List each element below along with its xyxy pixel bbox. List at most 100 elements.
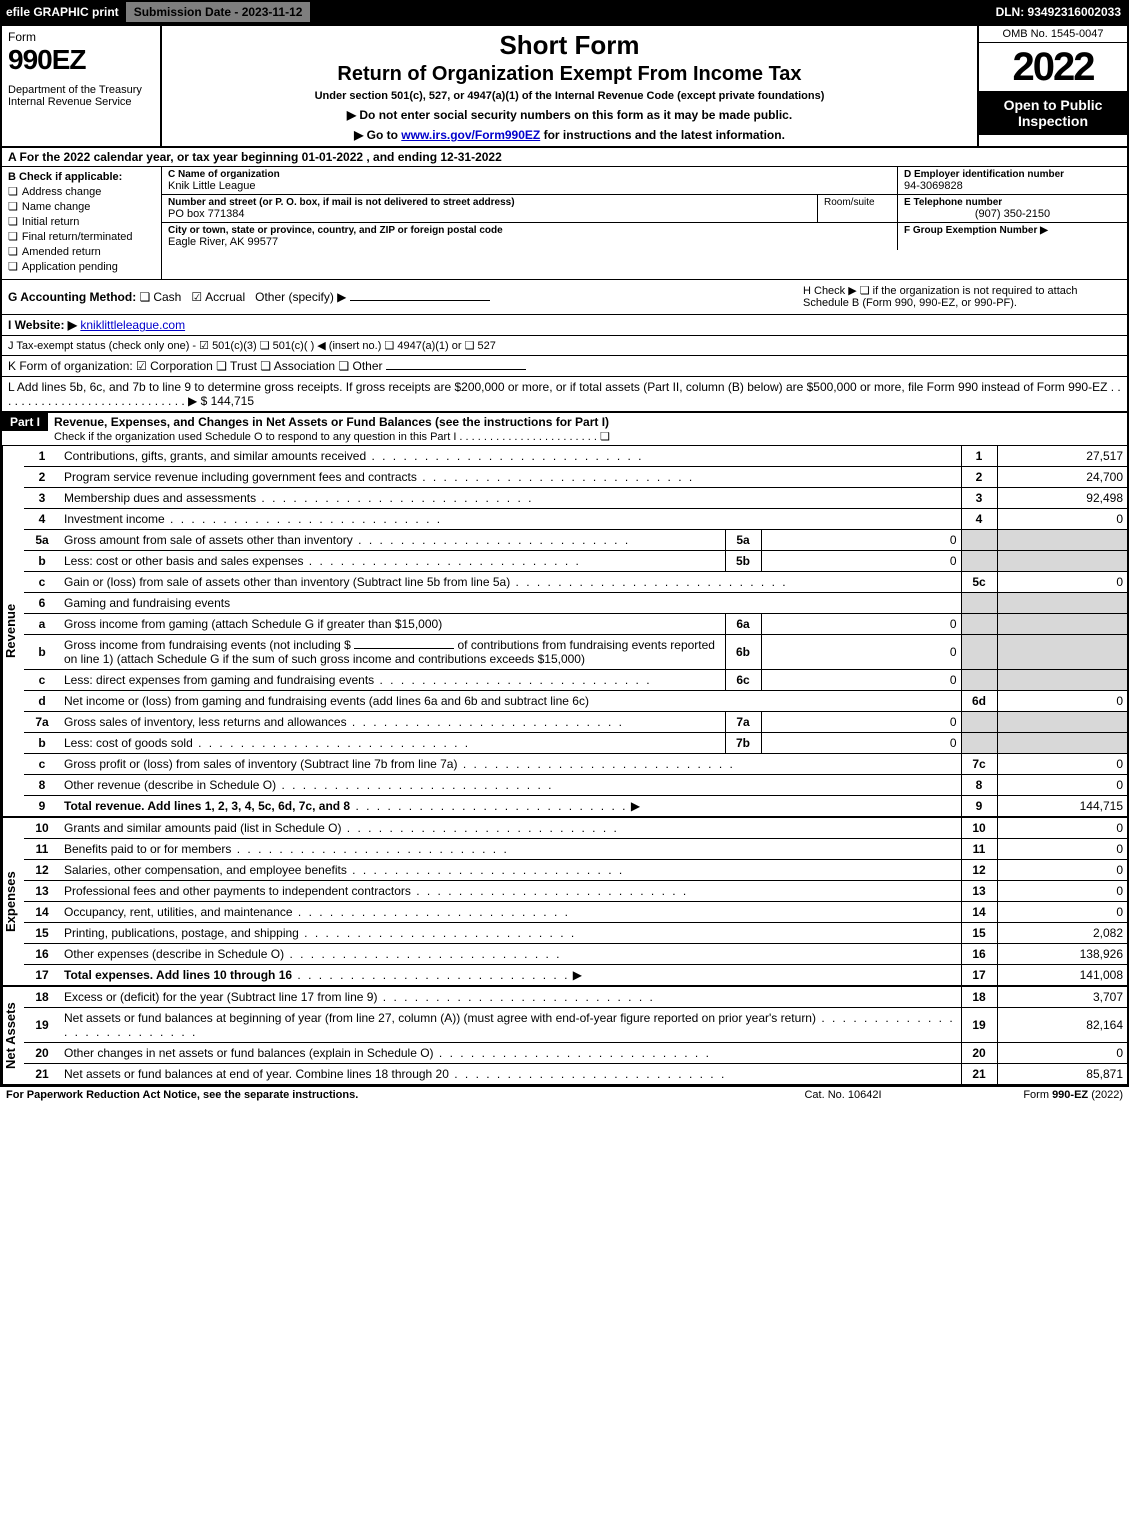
org-name-box: C Name of organization Knik Little Leagu… [162, 167, 897, 194]
line-10: 10 Grants and similar amounts paid (list… [24, 818, 1127, 839]
line-7a: 7a Gross sales of inventory, less return… [24, 712, 1127, 733]
G-accrual[interactable]: Accrual [191, 290, 245, 304]
netassets-table: 18 Excess or (deficit) for the year (Sub… [24, 987, 1127, 1084]
K-org-form: K Form of organization: ☑ Corporation ❏ … [8, 359, 383, 373]
form-container: Form 990EZ Department of the Treasury In… [0, 24, 1129, 1086]
footer-form-pre: Form [1023, 1089, 1052, 1101]
row-K: K Form of organization: ☑ Corporation ❏ … [2, 356, 1127, 377]
line-5c: c Gain or (loss) from sale of assets oth… [24, 572, 1127, 593]
line-11: 11 Benefits paid to or for members 11 0 [24, 839, 1127, 860]
phone-box: E Telephone number (907) 350-2150 [897, 195, 1127, 222]
revenue-section: Revenue 1 Contributions, gifts, grants, … [2, 445, 1127, 816]
row-J: J Tax-exempt status (check only one) - ☑… [2, 336, 1127, 356]
expenses-table: 10 Grants and similar amounts paid (list… [24, 818, 1127, 985]
form-header: Form 990EZ Department of the Treasury In… [2, 26, 1127, 148]
line-9-desc: Total revenue. Add lines 1, 2, 3, 4, 5c,… [64, 799, 350, 813]
website-label: I Website: ▶ [8, 318, 77, 332]
dln-label: DLN: 93492316002033 [988, 5, 1129, 19]
line-1: 1 Contributions, gifts, grants, and simi… [24, 446, 1127, 467]
col-B: B Check if applicable: Address change Na… [2, 167, 162, 279]
form-label: Form [8, 30, 154, 44]
revenue-table: 1 Contributions, gifts, grants, and simi… [24, 446, 1127, 816]
line-14: 14 Occupancy, rent, utilities, and maint… [24, 902, 1127, 923]
ein-box: D Employer identification number 94-3069… [897, 167, 1127, 194]
title-short-form: Short Form [168, 30, 971, 61]
line-12: 12 Salaries, other compensation, and emp… [24, 860, 1127, 881]
org-name: Knik Little League [168, 180, 891, 192]
chk-name-change[interactable]: Name change [8, 200, 155, 213]
ein-value: 94-3069828 [904, 180, 1121, 192]
line-7b: b Less: cost of goods sold 7b 0 [24, 733, 1127, 754]
line-16: 16 Other expenses (describe in Schedule … [24, 944, 1127, 965]
phone-value: (907) 350-2150 [904, 208, 1121, 220]
line-6b: b Gross income from fundraising events (… [24, 635, 1127, 670]
footer-form-post: (2022) [1088, 1089, 1123, 1101]
G-accounting: G Accounting Method: Cash Accrual Other … [2, 280, 797, 314]
part1-title: Revenue, Expenses, and Changes in Net As… [54, 415, 609, 429]
line-4: 4 Investment income 4 0 [24, 509, 1127, 530]
line-6d: d Net income or (loss) from gaming and f… [24, 691, 1127, 712]
phone-label: E Telephone number [904, 197, 1121, 208]
footer-right: Form 990-EZ (2022) [943, 1089, 1123, 1101]
footer-left: For Paperwork Reduction Act Notice, see … [6, 1089, 743, 1101]
department-label: Department of the Treasury Internal Reve… [8, 84, 154, 108]
part1-check: Check if the organization used Schedule … [54, 431, 610, 443]
header-right: OMB No. 1545-0047 2022 Open to Public In… [977, 26, 1127, 146]
omb-number: OMB No. 1545-0047 [979, 26, 1127, 43]
line-18: 18 Excess or (deficit) for the year (Sub… [24, 987, 1127, 1008]
top-bar: efile GRAPHIC print Submission Date - 20… [0, 0, 1129, 24]
line-6b-pre: Gross income from fundraising events (no… [64, 638, 351, 652]
ein-label: D Employer identification number [904, 169, 1121, 180]
irs-link[interactable]: www.irs.gov/Form990EZ [401, 128, 540, 142]
title-section-line: Under section 501(c), 527, or 4947(a)(1)… [168, 90, 971, 102]
city-label: City or town, state or province, country… [168, 225, 891, 236]
line-21: 21 Net assets or fund balances at end of… [24, 1064, 1127, 1085]
chk-application-pending[interactable]: Application pending [8, 260, 155, 273]
line-5b: b Less: cost or other basis and sales ex… [24, 551, 1127, 572]
website-link[interactable]: kniklittleleague.com [80, 318, 185, 332]
addr-box: Number and street (or P. O. box, if mail… [162, 195, 817, 222]
line-3: 3 Membership dues and assessments 3 92,4… [24, 488, 1127, 509]
addr-value: PO box 771384 [168, 208, 811, 220]
chk-final-return[interactable]: Final return/terminated [8, 230, 155, 243]
header-left: Form 990EZ Department of the Treasury In… [2, 26, 162, 146]
row-I: I Website: ▶ kniklittleleague.com [2, 315, 1127, 336]
efile-label: efile GRAPHIC print [0, 5, 125, 19]
addr-label: Number and street (or P. O. box, if mail… [168, 197, 811, 208]
chk-amended-return[interactable]: Amended return [8, 245, 155, 258]
netassets-section: Net Assets 18 Excess or (deficit) for th… [2, 985, 1127, 1084]
line-17: 17 Total expenses. Add lines 10 through … [24, 965, 1127, 986]
room-suite-label: Room/suite [824, 197, 875, 208]
footer-catno: Cat. No. 10642I [743, 1089, 943, 1101]
group-exemption-box: F Group Exemption Number ▶ [897, 223, 1127, 250]
G-label: G Accounting Method: [8, 290, 136, 304]
chk-address-change[interactable]: Address change [8, 185, 155, 198]
sidebar-expenses: Expenses [2, 818, 24, 985]
line-20: 20 Other changes in net assets or fund b… [24, 1043, 1127, 1064]
instr-ssn: ▶ Do not enter social security numbers o… [168, 108, 971, 122]
room-suite-box: Room/suite [817, 195, 897, 222]
chk-initial-return[interactable]: Initial return [8, 215, 155, 228]
form-number: 990EZ [8, 44, 154, 76]
line-19: 19 Net assets or fund balances at beginn… [24, 1008, 1127, 1043]
line-6c: c Less: direct expenses from gaming and … [24, 670, 1127, 691]
L-text: L Add lines 5b, 6c, and 7b to line 9 to … [8, 380, 1121, 408]
city-box: City or town, state or province, country… [162, 223, 897, 250]
col-CDE: C Name of organization Knik Little Leagu… [162, 167, 1127, 279]
line-9: 9 Total revenue. Add lines 1, 2, 3, 4, 5… [24, 796, 1127, 817]
header-mid: Short Form Return of Organization Exempt… [162, 26, 977, 146]
G-cash[interactable]: Cash [140, 290, 182, 304]
row-A: A For the 2022 calendar year, or tax yea… [2, 148, 1127, 167]
J-tax-exempt: J Tax-exempt status (check only one) - ☑… [8, 340, 496, 352]
row-GH: G Accounting Method: Cash Accrual Other … [2, 280, 1127, 315]
city-value: Eagle River, AK 99577 [168, 236, 891, 248]
line-5a: 5a Gross amount from sale of assets othe… [24, 530, 1127, 551]
B-label: B Check if applicable: [8, 171, 155, 183]
row-L: L Add lines 5b, 6c, and 7b to line 9 to … [2, 377, 1127, 411]
line-17-desc: Total expenses. Add lines 10 through 16 [64, 968, 292, 982]
G-other[interactable]: Other (specify) ▶ [255, 290, 346, 304]
part1-label: Part I [2, 413, 48, 431]
line-2: 2 Program service revenue including gove… [24, 467, 1127, 488]
footer-form-bold: 990-EZ [1052, 1089, 1088, 1101]
part1-header-row: Part I Revenue, Expenses, and Changes in… [2, 411, 1127, 445]
